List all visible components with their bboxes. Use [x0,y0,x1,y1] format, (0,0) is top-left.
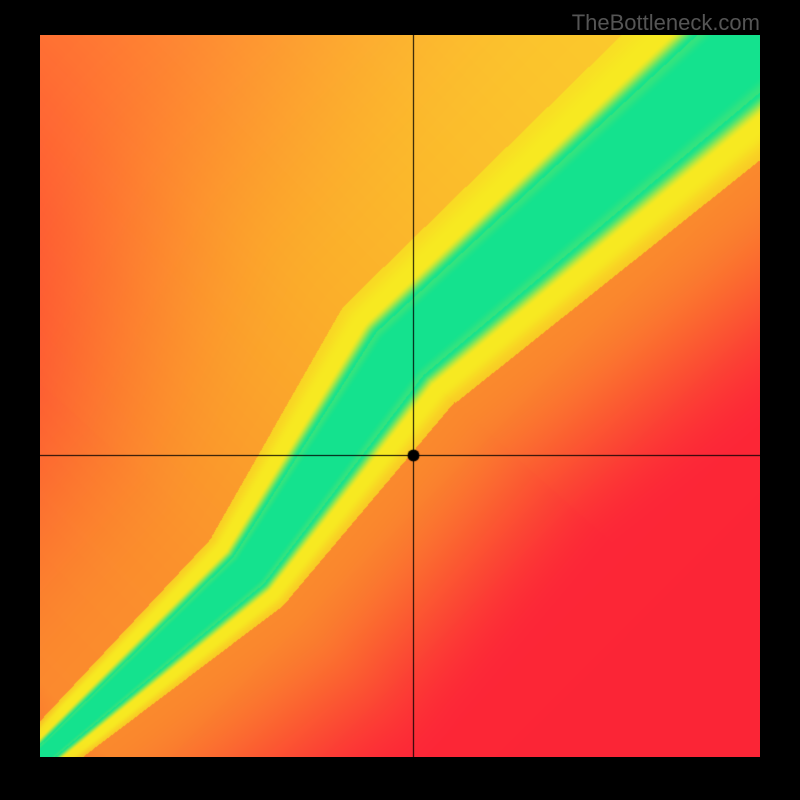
chart-container: TheBottleneck.com [0,0,800,800]
watermark-text: TheBottleneck.com [572,10,760,36]
bottleneck-heatmap [40,35,760,757]
